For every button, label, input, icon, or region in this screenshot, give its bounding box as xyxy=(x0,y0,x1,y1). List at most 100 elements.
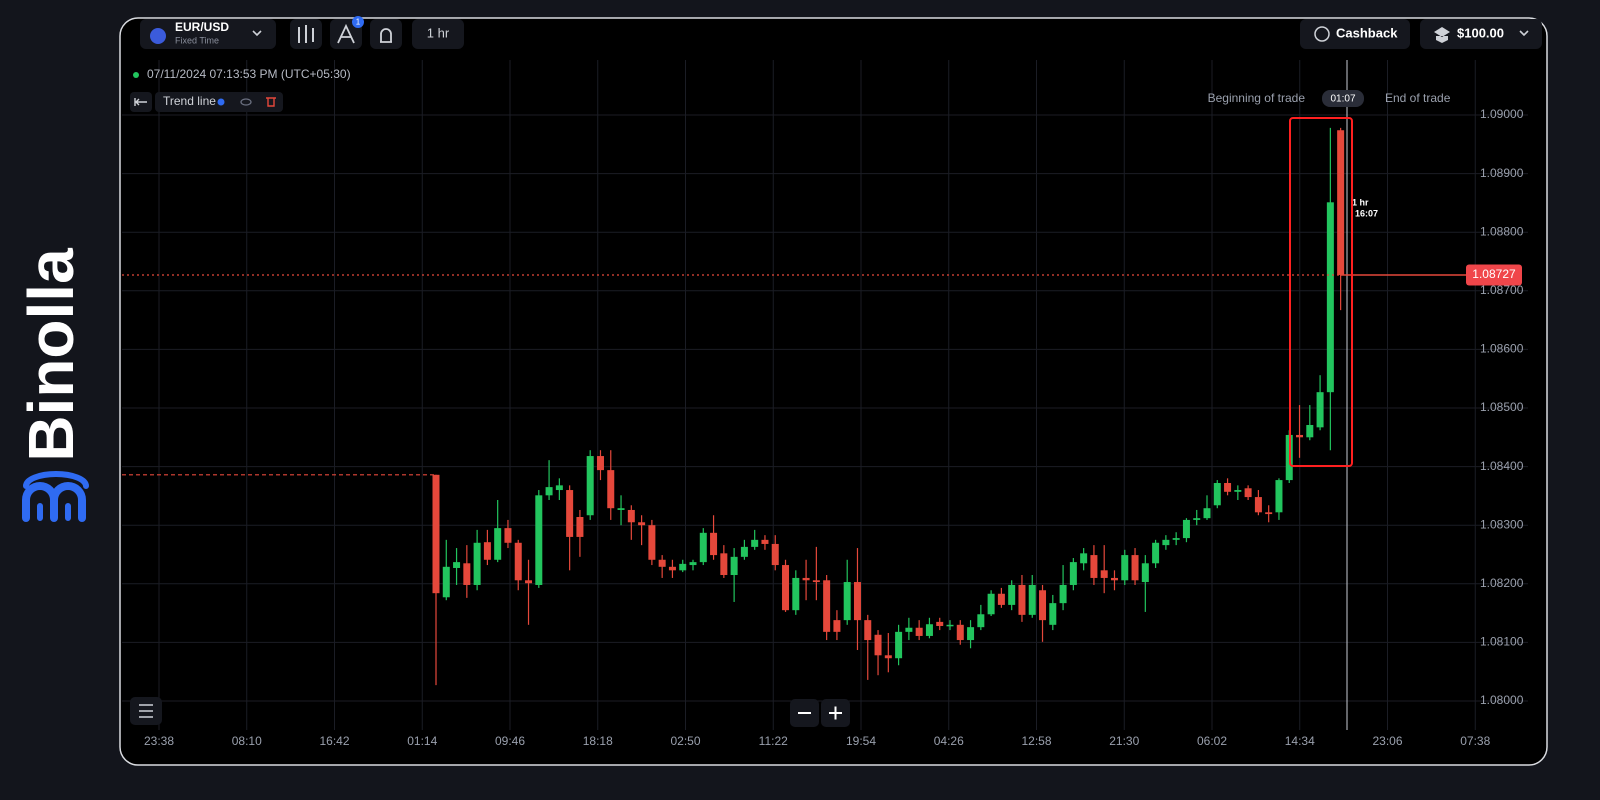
trade-begin-label: Beginning of trade xyxy=(1208,91,1306,105)
y-tick-label: 1.08900 xyxy=(1480,166,1524,180)
candle-body xyxy=(463,563,471,585)
x-tick-label: 19:54 xyxy=(846,734,876,748)
x-tick-label: 12:58 xyxy=(1021,734,1051,748)
candle-body xyxy=(658,559,666,567)
datetime: 07/11/2024 07:13:53 PM (UTC+05:30) xyxy=(147,67,351,81)
candle-body xyxy=(1296,434,1304,438)
candle-body xyxy=(1244,488,1252,498)
live-indicator xyxy=(133,72,139,78)
trade-timer: 01:07 xyxy=(1330,94,1355,105)
x-tick-label: 01:14 xyxy=(407,734,437,748)
x-tick-label: 06:02 xyxy=(1197,734,1227,748)
candle-body xyxy=(1110,577,1118,581)
candle-body xyxy=(566,490,574,537)
candle-body xyxy=(1265,512,1273,515)
candle-body xyxy=(648,525,656,560)
dropdown-arrow xyxy=(252,30,262,37)
candle-body xyxy=(1018,584,1026,615)
balance: $100.00 xyxy=(1457,25,1504,40)
asset-name: EUR/USD xyxy=(175,20,229,34)
candle-body xyxy=(1069,562,1077,585)
candle-body xyxy=(1162,539,1170,546)
current-price-tag xyxy=(1466,264,1522,286)
candle-body xyxy=(473,542,481,585)
candle-body xyxy=(679,563,687,571)
cashback-label: Cashback xyxy=(1336,25,1398,40)
candle-body xyxy=(576,516,584,537)
candle-body xyxy=(946,624,954,627)
candle-body xyxy=(1080,553,1088,564)
brand-logo xyxy=(22,471,89,522)
x-tick-label: 09:46 xyxy=(495,734,525,748)
cashback-icon xyxy=(1314,26,1330,42)
candle-body xyxy=(596,456,604,471)
delete-button[interactable] xyxy=(266,97,276,107)
x-tick-label: 08:10 xyxy=(232,734,262,748)
account-icon xyxy=(1434,27,1450,43)
y-tick-label: 1.08300 xyxy=(1480,517,1524,531)
x-tick-label: 02:50 xyxy=(670,734,700,748)
candle-body xyxy=(1049,603,1057,625)
asset-mode: Fixed Time xyxy=(175,35,219,45)
candle-body xyxy=(915,627,923,636)
drawing-object-name[interactable]: Trend line xyxy=(163,94,216,108)
candle-body xyxy=(432,474,440,594)
x-tick-label: 14:34 xyxy=(1285,734,1315,748)
candle-body xyxy=(483,542,491,560)
candle-body xyxy=(1152,542,1160,564)
candle-body xyxy=(833,620,841,632)
candle-body xyxy=(689,562,697,566)
candle-body xyxy=(494,528,502,560)
candle-body xyxy=(730,556,738,576)
candle-body xyxy=(504,528,512,543)
alerts-button[interactable] xyxy=(370,19,402,49)
candle-body xyxy=(1008,584,1016,605)
balance-selector[interactable] xyxy=(1420,19,1542,49)
candle-body xyxy=(1121,555,1129,581)
candle-body xyxy=(740,546,748,557)
candle-body xyxy=(720,553,728,576)
drawing-color[interactable] xyxy=(217,98,225,106)
candle-body xyxy=(751,539,759,547)
candle-body xyxy=(936,621,944,626)
badge-count: 1 xyxy=(356,18,361,27)
candle-body xyxy=(1131,555,1139,581)
candle-body xyxy=(761,539,769,544)
timeframe: 1 hr xyxy=(427,25,450,40)
candle-body xyxy=(905,627,913,632)
candle-body xyxy=(967,627,975,641)
candle-body xyxy=(1326,202,1334,393)
x-tick-label: 04:26 xyxy=(934,734,964,748)
candle-body xyxy=(1172,538,1180,540)
y-tick-label: 1.08500 xyxy=(1480,400,1524,414)
candle-body xyxy=(1306,424,1314,438)
cashback-button[interactable] xyxy=(1300,19,1410,49)
candle-body xyxy=(1213,483,1221,506)
candle-body xyxy=(607,470,615,509)
candle-body xyxy=(1203,508,1211,519)
highlight-box xyxy=(1289,117,1353,467)
expiry-period: 1 hr xyxy=(1352,197,1369,207)
candle-body xyxy=(525,580,533,584)
y-tick-label: 1.08100 xyxy=(1480,635,1524,649)
dropdown-arrow xyxy=(1519,30,1529,37)
candle-body xyxy=(782,565,790,611)
candle-body xyxy=(1059,584,1067,604)
visibility-toggle[interactable] xyxy=(240,98,252,106)
candle-body xyxy=(812,580,820,583)
timeframe-button[interactable] xyxy=(412,19,464,49)
candle-body xyxy=(1337,130,1345,275)
candle-body xyxy=(1224,483,1232,492)
candle-body xyxy=(1193,518,1201,520)
candle-body xyxy=(545,487,553,496)
candle-body xyxy=(710,532,718,556)
y-tick-label: 1.08700 xyxy=(1480,283,1524,297)
trade-end-label: End of trade xyxy=(1385,91,1451,105)
candle-body xyxy=(864,620,872,641)
current-price-label: 1.08727 xyxy=(1472,267,1516,281)
candle-body xyxy=(895,631,903,659)
candle-body xyxy=(1182,519,1190,539)
y-tick-label: 1.08200 xyxy=(1480,576,1524,590)
toolbar: EUR/USD Fixed Time 1 1 hr Cashback $100.… xyxy=(140,16,1542,49)
asset-selector[interactable] xyxy=(140,19,276,49)
